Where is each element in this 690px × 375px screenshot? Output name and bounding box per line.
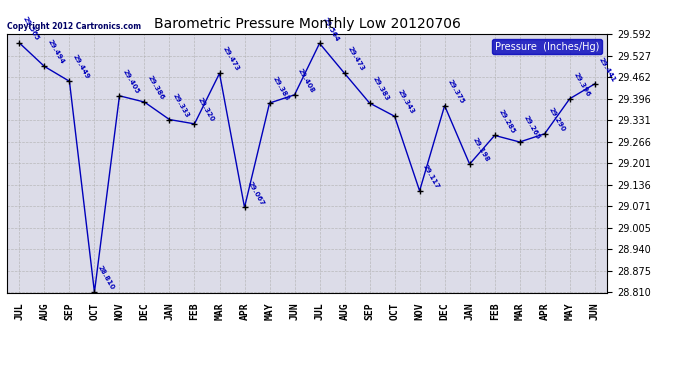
- Text: Copyright 2012 Cartronics.com: Copyright 2012 Cartronics.com: [7, 22, 141, 31]
- Text: 29.405: 29.405: [122, 68, 141, 95]
- Text: 29.375: 29.375: [447, 78, 466, 105]
- Text: 29.449: 29.449: [72, 54, 91, 80]
- Text: 29.290: 29.290: [547, 106, 566, 133]
- Text: 29.333: 29.333: [172, 92, 190, 118]
- Text: 29.265: 29.265: [522, 115, 541, 141]
- Text: 29.320: 29.320: [197, 97, 216, 123]
- Text: 29.343: 29.343: [397, 89, 416, 115]
- Text: 29.441: 29.441: [598, 56, 616, 83]
- Text: 29.383: 29.383: [372, 76, 391, 102]
- Text: 29.396: 29.396: [572, 72, 591, 98]
- Text: 29.117: 29.117: [422, 164, 441, 190]
- Text: 29.473: 29.473: [347, 46, 366, 72]
- Text: 29.285: 29.285: [497, 108, 515, 134]
- Text: 28.810: 28.810: [97, 265, 116, 291]
- Text: 29.473: 29.473: [222, 46, 241, 72]
- Text: 29.408: 29.408: [297, 68, 316, 94]
- Text: 29.564: 29.564: [322, 16, 341, 42]
- Text: 29.565: 29.565: [22, 16, 41, 42]
- Legend: Pressure  (Inches/Hg): Pressure (Inches/Hg): [492, 39, 602, 54]
- Text: 29.067: 29.067: [247, 180, 266, 206]
- Title: Barometric Pressure Monthly Low 20120706: Barometric Pressure Monthly Low 20120706: [154, 17, 460, 31]
- Text: 29.494: 29.494: [47, 39, 66, 65]
- Text: 29.198: 29.198: [472, 137, 491, 163]
- Text: 29.386: 29.386: [147, 75, 166, 101]
- Text: 29.383: 29.383: [272, 76, 290, 102]
